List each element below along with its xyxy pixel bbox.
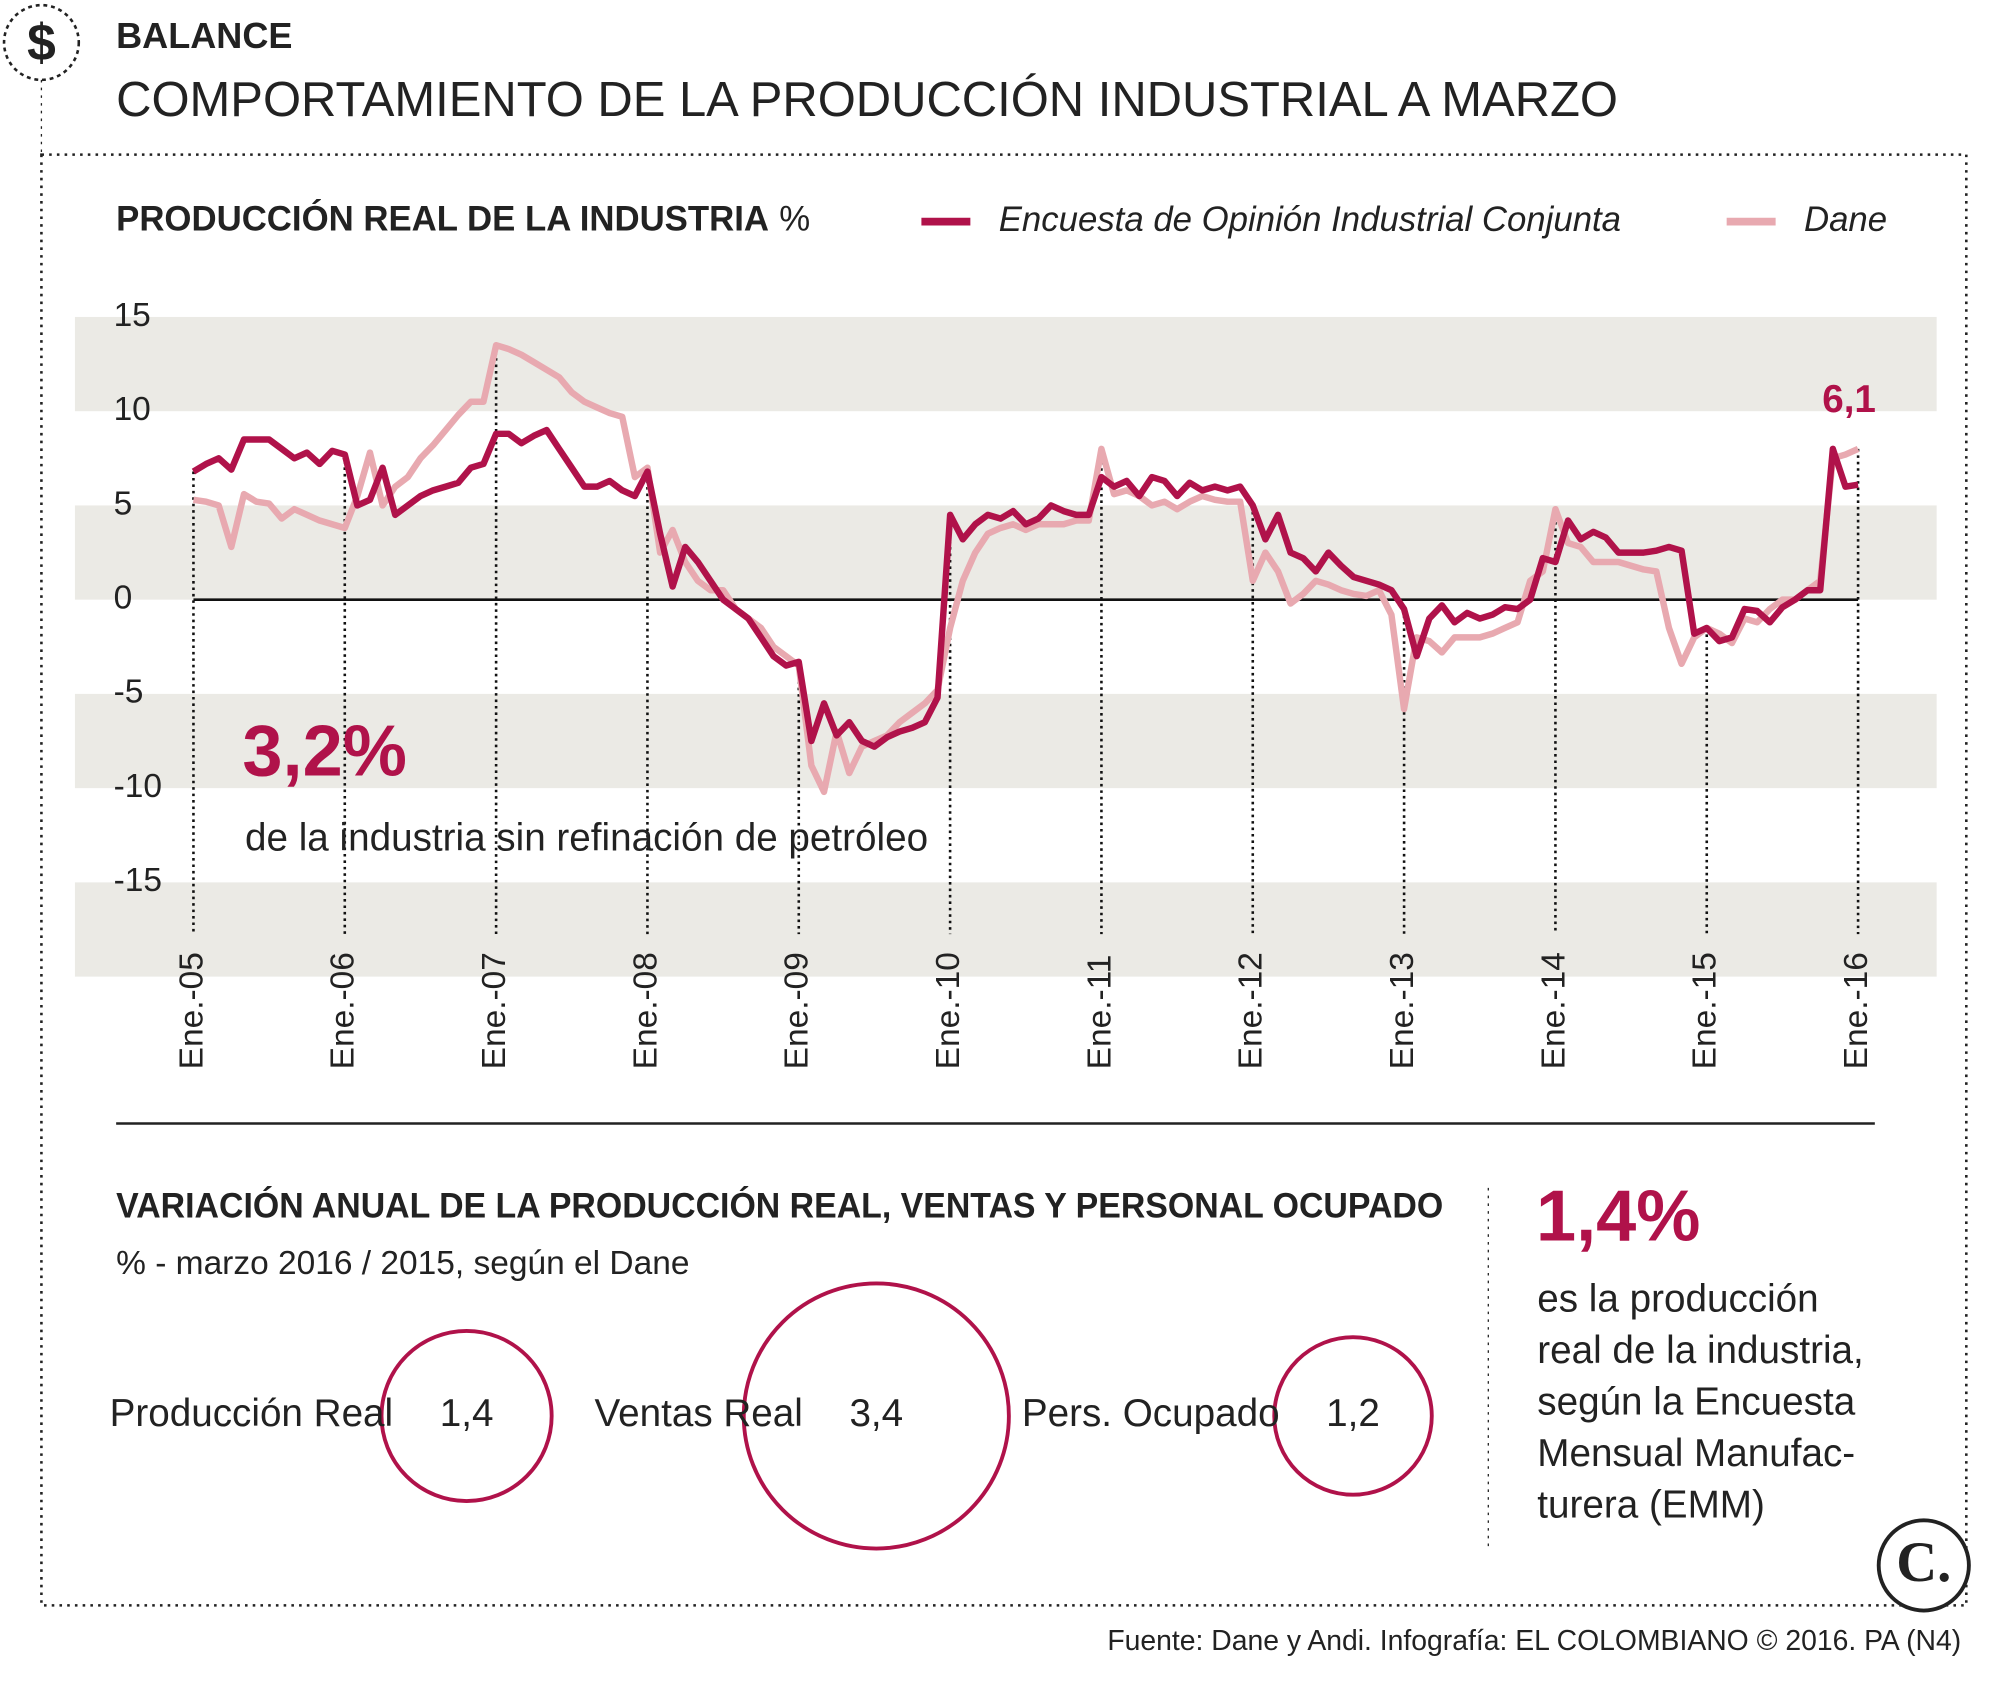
- bubble-value: 1,4: [440, 1392, 494, 1435]
- line-chart: PRODUCCIÓN REAL DE LA INDUSTRIA% Encuesta…: [74, 199, 1937, 1070]
- y-tick-label: 15: [114, 297, 151, 334]
- sidebar-line: real de la industria,: [1537, 1329, 1863, 1372]
- x-tick-label: Ene.-09: [779, 952, 816, 1069]
- logo-letter: C.: [1896, 1531, 1951, 1594]
- section-label: BALANCE: [116, 15, 292, 56]
- bubble: [379, 1328, 554, 1503]
- y-tick-label: 5: [114, 485, 133, 522]
- end-value-label: 6,1: [1822, 378, 1876, 421]
- x-tick-label: Ene.-06: [325, 952, 362, 1069]
- x-tick-label: Ene.-15: [1687, 952, 1724, 1069]
- sidebar-line: es la producción: [1537, 1278, 1818, 1321]
- chart-title: VARIACIÓN ANUAL DE LA PRODUCCIÓN REAL, V…: [116, 1186, 1443, 1226]
- y-tick-label: -5: [114, 674, 144, 711]
- x-tick-label: Ene.-14: [1535, 952, 1572, 1069]
- series-line: [191, 426, 1859, 750]
- band: [74, 316, 1937, 412]
- bubble: [1272, 1335, 1434, 1497]
- x-tick-label: Ene.-12: [1233, 952, 1270, 1069]
- chart-title: PRODUCCIÓN REAL DE LA INDUSTRIA%: [116, 199, 810, 239]
- bubble-value: 1,2: [1326, 1392, 1380, 1435]
- bubble-category: Pers. Ocupado: [1022, 1392, 1280, 1435]
- logo: [1876, 1518, 1971, 1613]
- x-tick-label: Ene.-07: [476, 952, 513, 1069]
- annotation-figure: 3,2%: [242, 711, 406, 791]
- y-tick-label: -15: [114, 862, 162, 899]
- sidebar-line: según la Encuesta: [1537, 1381, 1855, 1424]
- chart-title-text: PRODUCCIÓN REAL DE LA INDUSTRIA: [116, 199, 769, 239]
- bubble-category: Producción Real: [110, 1392, 394, 1435]
- x-tick-label: Ene.-13: [1384, 952, 1421, 1069]
- dollar-sign: $: [27, 13, 56, 71]
- bubble-value: 3,4: [849, 1392, 903, 1435]
- sidebar-text: es la producción real de la industria, seg…: [1537, 1278, 1863, 1527]
- x-tick-label: Ene.-05: [173, 952, 210, 1069]
- x-tick-label: Ene.-10: [930, 952, 967, 1069]
- source: Fuente: Dane y Andi. Infografía: EL COLO…: [1107, 1625, 1961, 1657]
- dollar-icon: [2, 3, 81, 82]
- y-tick-label: 10: [114, 391, 151, 428]
- sidebar-line: turera (EMM): [1537, 1484, 1765, 1527]
- chart-subtitle: % - marzo 2016 / 2015, según el Dane: [116, 1245, 689, 1282]
- bubble-category: Ventas Real: [594, 1392, 802, 1435]
- series-line: [192, 341, 1860, 796]
- header-title: COMPORTAMIENTO DE LA PRODUCCIÓN INDUSTRI…: [116, 73, 1618, 127]
- x-tick-label: Ene.-08: [627, 952, 664, 1069]
- bubble: [741, 1281, 1011, 1551]
- sidebar-figure: 1,4%: [1536, 1176, 1700, 1256]
- legend-label: Encuesta de Opinión Industrial Conjunta: [999, 201, 1621, 239]
- chart-unit: %: [779, 201, 810, 239]
- band: [74, 882, 1937, 977]
- x-tick-label: Ene.-16: [1838, 952, 1875, 1069]
- annotation-text: de la industria sin refinación de petról…: [245, 816, 928, 859]
- band: [74, 693, 1937, 789]
- x-tick-label: Ene.-11: [1081, 955, 1118, 1070]
- bubble-chart: VARIACIÓN ANUAL DE LA PRODUCCIÓN REAL, V…: [110, 1186, 1443, 1551]
- legend-label: Dane: [1804, 201, 1887, 239]
- y-tick-label: -10: [114, 768, 162, 805]
- sidebar-line: Mensual Manufac-: [1537, 1432, 1855, 1475]
- frame: [40, 153, 1968, 1607]
- y-tick-label: 0: [114, 580, 133, 617]
